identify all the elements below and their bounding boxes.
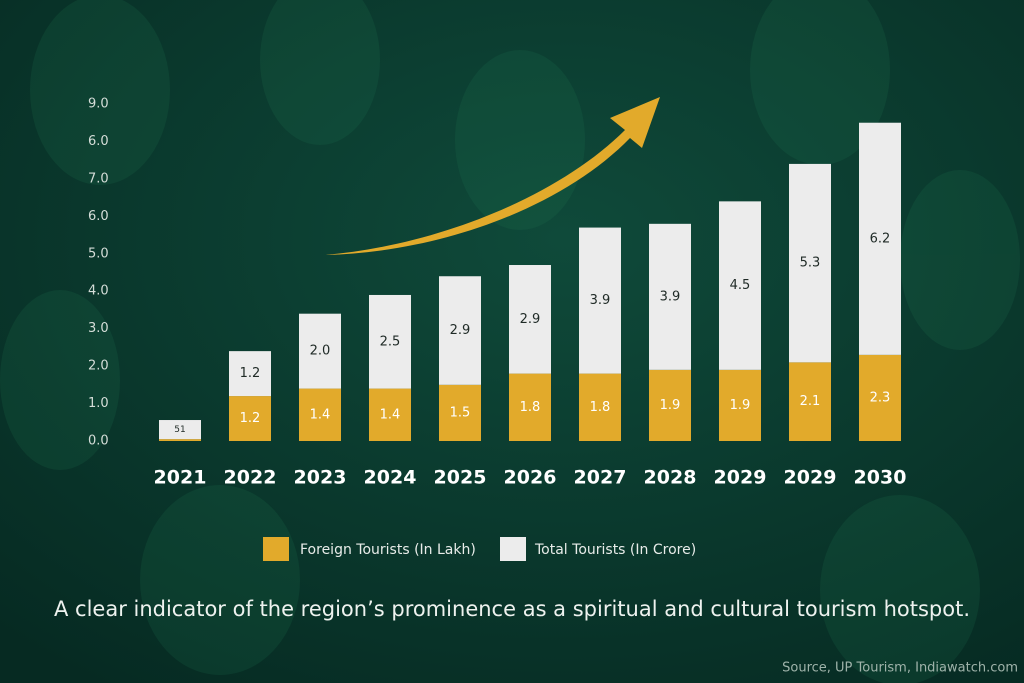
x-tick-label: 2028: [644, 467, 697, 489]
x-tick-label: 2026: [504, 467, 557, 489]
caption: A clear indicator of the region’s promin…: [54, 597, 970, 621]
data-label: 1.5: [450, 405, 471, 420]
legend-swatch: [263, 537, 289, 561]
data-label: 2.1: [800, 394, 821, 409]
data-label: 5.3: [800, 256, 821, 271]
y-tick-label: 9.0: [88, 97, 109, 112]
data-label: 1.2: [240, 366, 261, 381]
legend-label: Total Tourists (In Crore): [534, 542, 696, 558]
bar-segment: [299, 313, 341, 389]
y-tick-label: 0.0: [88, 434, 109, 449]
bar-segment: [369, 388, 411, 441]
x-tick-label: 2030: [854, 467, 907, 489]
x-tick-label: 2024: [364, 467, 417, 489]
data-label: 2.5: [380, 334, 401, 349]
x-tick-label: 2025: [434, 467, 487, 489]
bar-segment: [719, 369, 761, 441]
bar-segment: [649, 369, 691, 441]
bar-segment: [719, 201, 761, 370]
data-label: 4.5: [730, 278, 751, 293]
bar-segment: [299, 388, 341, 441]
y-tick-label: 6.0: [88, 134, 109, 149]
y-tick-label: 2.0: [88, 359, 109, 374]
y-tick-label: 4.0: [88, 284, 109, 299]
data-label: 2.3: [870, 390, 891, 405]
bar-segment: [859, 354, 901, 441]
bar-segment: [159, 420, 201, 440]
y-tick-label: 1.0: [88, 396, 109, 411]
data-label: 1.8: [520, 400, 541, 415]
x-tick-label: 2021: [154, 467, 207, 489]
y-tick-label: 5.0: [88, 246, 109, 261]
y-tick-label: 7.0: [88, 171, 109, 186]
bar-segment: [859, 122, 901, 355]
data-label: 2.0: [310, 344, 331, 359]
bar-segment: [439, 276, 481, 385]
data-label: 2.9: [450, 323, 471, 338]
data-label: 3.9: [660, 289, 681, 304]
bar-segment: [439, 384, 481, 441]
x-tick-label: 2027: [574, 467, 627, 489]
y-tick-label: 6.0: [88, 209, 109, 224]
data-label: 1.9: [660, 398, 681, 413]
bar-segment: [159, 439, 201, 441]
trend-arrow: [325, 97, 660, 255]
bar-segment: [509, 373, 551, 441]
bar-segment: [579, 227, 621, 374]
bar-segment: [579, 373, 621, 441]
data-label: 1.4: [380, 407, 401, 422]
bar-segment: [229, 351, 271, 397]
data-label: 1.4: [310, 407, 331, 422]
bar-segment: [789, 362, 831, 441]
data-label: 1.8: [590, 400, 611, 415]
x-tick-label: 2029: [714, 467, 767, 489]
legend-label: Foreign Tourists (In Lakh): [300, 542, 476, 558]
data-label: 3.9: [590, 293, 611, 308]
x-tick-label: 2029: [784, 467, 837, 489]
data-label: 51: [174, 425, 185, 435]
bar-segment: [369, 294, 411, 389]
data-label: 2.9: [520, 312, 541, 327]
source: Source, UP Tourism, Indiawatch.com: [782, 661, 1018, 676]
legend-swatch: [500, 537, 526, 561]
data-label: 1.9: [730, 398, 751, 413]
data-label: 6.2: [870, 231, 891, 246]
y-tick-label: 3.0: [88, 321, 109, 336]
x-tick-label: 2023: [294, 467, 347, 489]
data-label: 1.2: [240, 411, 261, 426]
bar-segment: [509, 265, 551, 374]
bar-segment: [789, 163, 831, 363]
x-tick-label: 2022: [224, 467, 277, 489]
bar-segment: [229, 396, 271, 441]
bar-segment: [649, 223, 691, 370]
